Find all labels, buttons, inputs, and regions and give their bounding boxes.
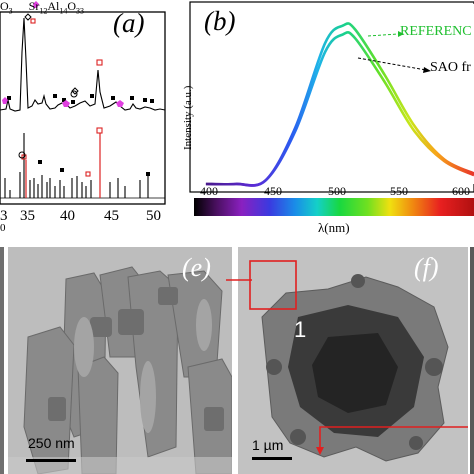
xrd-markers-filled (7, 94, 154, 176)
pl-tick-450: 450 (264, 184, 282, 198)
panel-a-frame (0, 11, 166, 205)
xrd-markers-diamond (18, 13, 79, 159)
panel-f-red-arrow (319, 426, 468, 451)
panel-b: (b) Intensity (a.u.) REFERENC SAO fr 400… (178, 0, 474, 240)
panel-b-plot-area (194, 4, 474, 184)
panel-f-image (238, 247, 468, 474)
panel-b-ylabel: Intensity (a.u.) (182, 85, 194, 150)
panel-e: (e) 250 nm (8, 247, 232, 474)
panel-f: (f) 1 1 µm (238, 247, 468, 474)
xrd-tick-50: 50 (146, 208, 161, 224)
panel-e-scale-bar (26, 459, 76, 462)
reference-annotation: REFERENC (400, 24, 472, 39)
wavelength-color-bar (194, 198, 474, 216)
annotation-arrows (357, 31, 431, 73)
xrd-legend: O3 Sr12Al14O33 (0, 0, 85, 16)
panel-a-plot (0, 1, 166, 205)
tem-right-sliver (470, 247, 474, 474)
sao-annotation: SAO fr (430, 60, 471, 75)
panel-b-xlabel: λ(nm) (318, 220, 350, 235)
pl-tick-600: 600 (452, 184, 470, 198)
panel-a: O3 Sr12Al14O33 (a) 3 35 40 45 50 0 (0, 0, 175, 234)
panel-f-scale-bar (252, 457, 292, 460)
panel-b-label: (b) (204, 6, 236, 36)
panel-e-image (8, 247, 232, 474)
pl-tick-500: 500 (328, 184, 346, 198)
pl-curves (205, 22, 474, 187)
xrd-tick-45: 45 (104, 208, 119, 224)
xrd-tick-35: 35 (20, 208, 35, 224)
xrd-reference-lines (4, 133, 149, 198)
pl-tick-400: 400 (200, 184, 218, 198)
panel-e-scale-text: 250 nm (28, 435, 75, 451)
xrd-tick-cut-bottom: 0 (0, 222, 6, 234)
panel-a-label: (a) (113, 8, 145, 38)
xrd-tick-40: 40 (60, 208, 75, 224)
xrd-markers-pink (2, 1, 124, 107)
panel-b-plot (189, 1, 474, 216)
pl-series-line-2 (205, 31, 474, 187)
panel-f-scale-text: 1 µm (252, 437, 284, 453)
panel-f-region-label: 1 (294, 317, 307, 342)
panel-f-zoom-box (249, 260, 297, 310)
panel-e-label: (e) (182, 253, 211, 282)
xrd-trace-upper (0, 17, 166, 112)
xrd-tick-cut-left: 3 (0, 208, 8, 224)
panel-e-f-connector (226, 279, 252, 281)
tem-left-sliver (0, 247, 4, 474)
xrd-markers-red (21, 18, 103, 177)
pl-tick-550: 550 (390, 184, 408, 198)
panel-f-label: (f) (414, 253, 439, 282)
